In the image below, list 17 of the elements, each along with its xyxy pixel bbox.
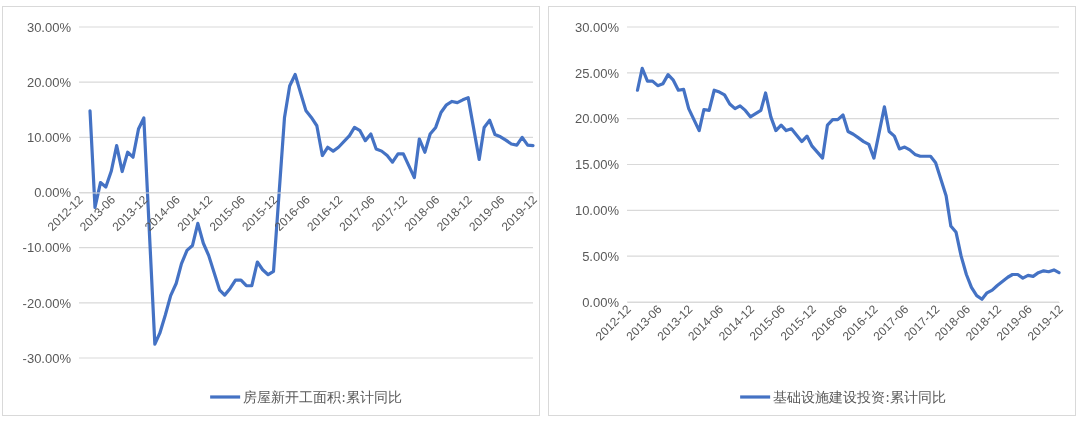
y-tick-label: 10.00% bbox=[574, 202, 620, 218]
y-tick-label: 25.00% bbox=[574, 65, 620, 81]
y-tick-label: 15.00% bbox=[574, 157, 620, 173]
y-tick-label: -30.00% bbox=[22, 350, 72, 366]
y-tick-label: 30.00% bbox=[574, 19, 620, 35]
y-tick-label: -20.00% bbox=[22, 295, 72, 311]
legend-label: 基础设施建设投资:累计同比 bbox=[773, 389, 946, 405]
y-tick-label: 5.00% bbox=[582, 248, 620, 264]
y-tick-label: 0.00% bbox=[34, 185, 72, 201]
y-tick-label: 20.00% bbox=[574, 111, 620, 127]
line-series bbox=[635, 66, 1061, 301]
y-tick-label: 30.00% bbox=[26, 19, 72, 35]
y-tick-label: -10.00% bbox=[22, 240, 72, 256]
y-tick-label: 10.00% bbox=[26, 129, 72, 145]
y-tick-label: 0.00% bbox=[582, 294, 620, 310]
legend-label: 房屋新开工面积:累计同比 bbox=[243, 389, 402, 405]
y-tick-label: 20.00% bbox=[26, 74, 72, 90]
